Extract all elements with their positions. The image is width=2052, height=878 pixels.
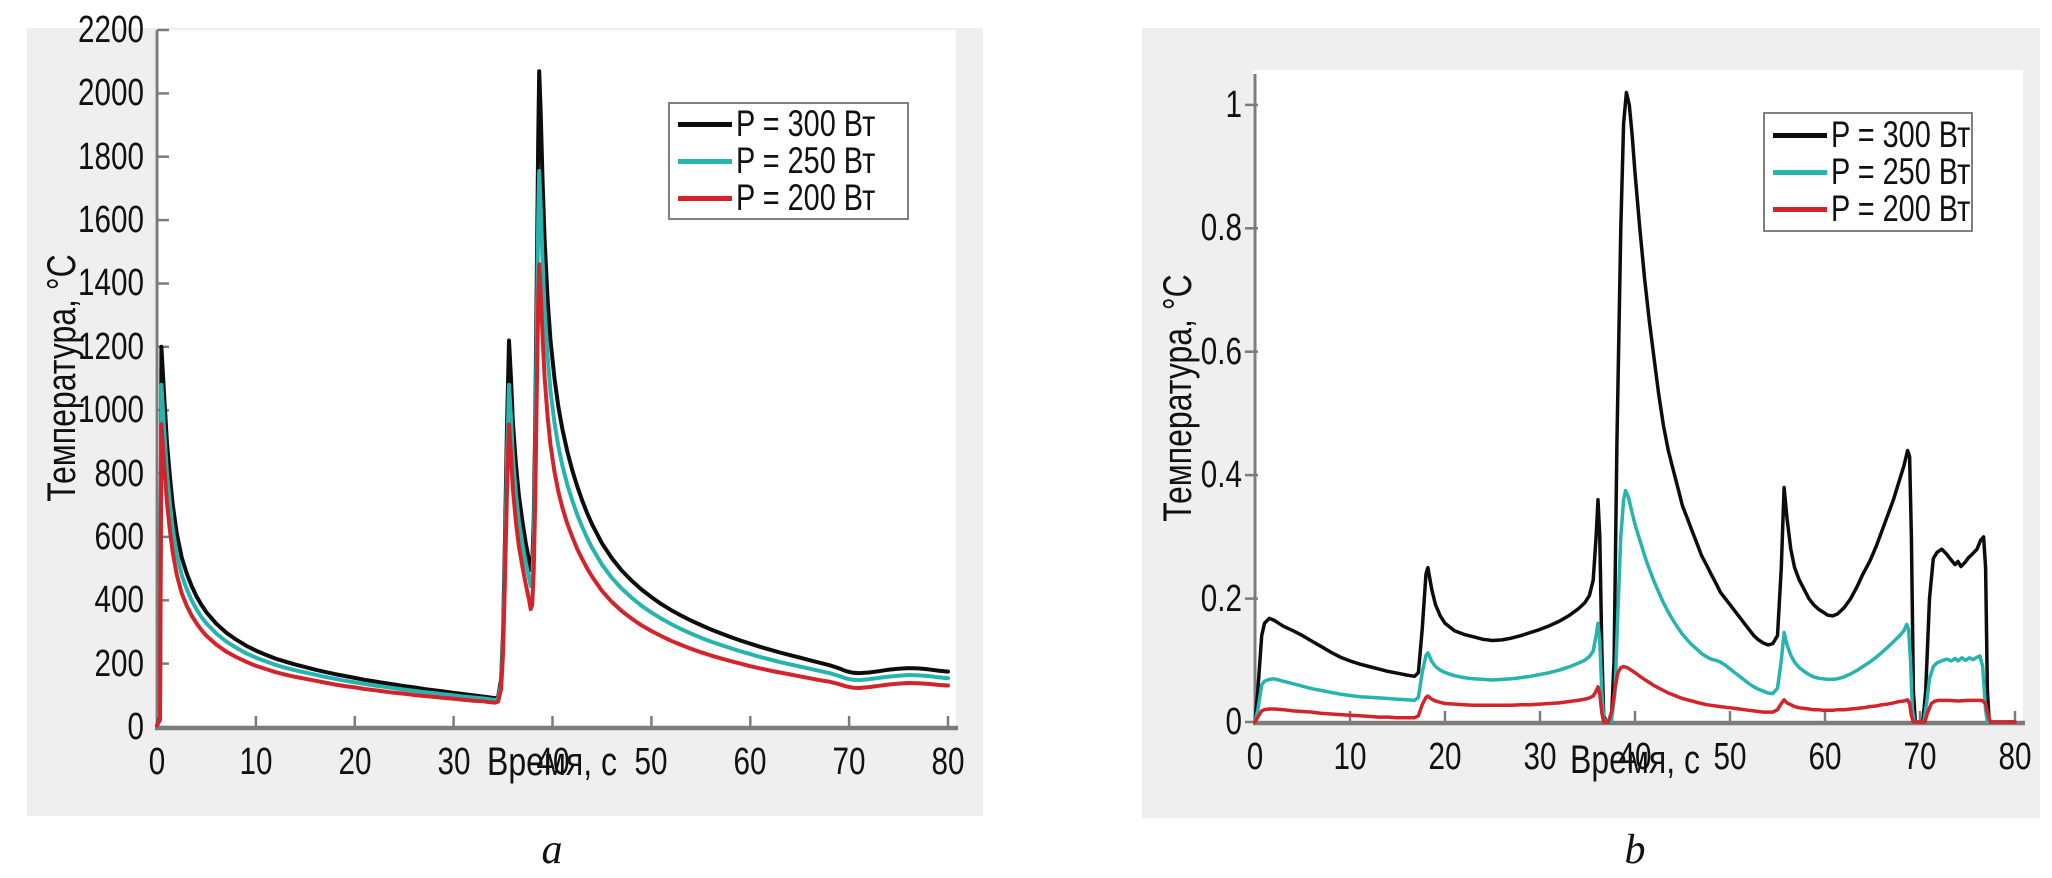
y-tick-label: 1800 xyxy=(78,135,144,178)
x-axis-label: Время, с xyxy=(1569,738,1701,782)
legend-label-p250: P = 250 Вт xyxy=(1831,151,1971,192)
legend-label-p200: P = 200 Вт xyxy=(1831,188,1971,229)
legend-entry-p200: P = 200 Вт xyxy=(678,177,903,218)
y-tick-label: 0.4 xyxy=(1200,454,1242,497)
legend-line-p300-swatch xyxy=(678,121,732,127)
y-tick-label: 800 xyxy=(94,452,144,495)
x-tick-label: 30 xyxy=(437,741,471,783)
legend-label-p300: P = 300 Вт xyxy=(736,103,876,144)
legend: P = 300 Вт P = 250 Вт P = 200 Вт xyxy=(1763,112,1973,232)
x-tick-label: 40 xyxy=(1618,736,1652,778)
y-tick-label: 1200 xyxy=(78,325,144,368)
legend-label-p250: P = 250 Вт xyxy=(736,140,876,181)
y-tick-label: 2000 xyxy=(78,72,144,115)
legend-line-p300-swatch xyxy=(1773,132,1827,138)
legend-line-p250-swatch xyxy=(1773,169,1827,175)
x-tick-label: 10 xyxy=(239,741,273,783)
series-line-1 xyxy=(1253,488,2017,724)
figure-panel-b: Температура, °C Время, с P = 300 Вт P = … xyxy=(1142,28,2040,818)
x-tick-label: 50 xyxy=(634,741,668,783)
y-tick-label: 600 xyxy=(94,515,144,558)
y-tick-label: 1000 xyxy=(78,389,144,432)
legend-entry-p250: P = 250 Вт xyxy=(1773,151,1971,192)
y-tick-label: 1400 xyxy=(78,262,144,305)
x-tick-label: 40 xyxy=(536,741,569,783)
legend-entry-p200: P = 200 Вт xyxy=(1773,188,1971,229)
y-tick-label: 1600 xyxy=(78,199,144,242)
legend-line-p250-swatch xyxy=(678,158,732,164)
legend-entry-p300: P = 300 Вт xyxy=(678,103,903,144)
y-tick-label: 400 xyxy=(94,579,144,622)
y-tick-label: 2200 xyxy=(78,9,144,51)
legend-entry-p250: P = 250 Вт xyxy=(678,140,903,181)
x-tick-label: 60 xyxy=(733,741,767,783)
x-tick-label: 10 xyxy=(1333,736,1367,778)
x-tick-label: 70 xyxy=(1903,736,1937,778)
legend: P = 300 Вт P = 250 Вт P = 200 Вт xyxy=(668,102,909,220)
subfigure-caption-a: a xyxy=(541,827,563,873)
y-tick-label: 0.8 xyxy=(1200,207,1242,250)
legend-line-p200-swatch xyxy=(1773,206,1827,212)
figure-panel-a: Температура, °C Время, с P = 300 Вт P = … xyxy=(27,9,983,816)
y-tick-label: 0 xyxy=(1225,701,1242,743)
x-tick-label: 60 xyxy=(1808,736,1842,778)
x-tick-label: 70 xyxy=(832,741,866,783)
x-tick-label: 80 xyxy=(1998,736,2032,778)
series-line-2 xyxy=(155,262,950,728)
legend-line-p200-swatch xyxy=(678,195,732,201)
subfigure-caption-b: b xyxy=(1624,827,1646,873)
series-line-2 xyxy=(1253,664,2017,724)
legend-entry-p300: P = 300 Вт xyxy=(1773,114,1971,155)
y-tick-label: 1 xyxy=(1225,83,1242,126)
y-tick-label: 200 xyxy=(94,642,144,685)
legend-label-p200: P = 200 Вт xyxy=(736,177,876,218)
x-tick-label: 50 xyxy=(1713,736,1747,778)
y-axis-label: Температура, °C xyxy=(1156,274,1200,522)
x-tick-label: 0 xyxy=(1246,736,1264,778)
x-axis-label: Время, с xyxy=(486,740,618,784)
x-tick-label: 80 xyxy=(931,741,965,783)
x-tick-label: 20 xyxy=(338,741,372,783)
legend-label-p300: P = 300 Вт xyxy=(1831,114,1971,155)
y-tick-label: 0 xyxy=(127,706,144,748)
series-line-1 xyxy=(155,169,950,728)
x-tick-label: 0 xyxy=(148,741,166,783)
x-tick-label: 20 xyxy=(1428,736,1462,778)
x-tick-label: 30 xyxy=(1523,736,1557,778)
y-tick-label: 0.6 xyxy=(1200,330,1242,373)
y-tick-label: 0.2 xyxy=(1200,577,1242,620)
